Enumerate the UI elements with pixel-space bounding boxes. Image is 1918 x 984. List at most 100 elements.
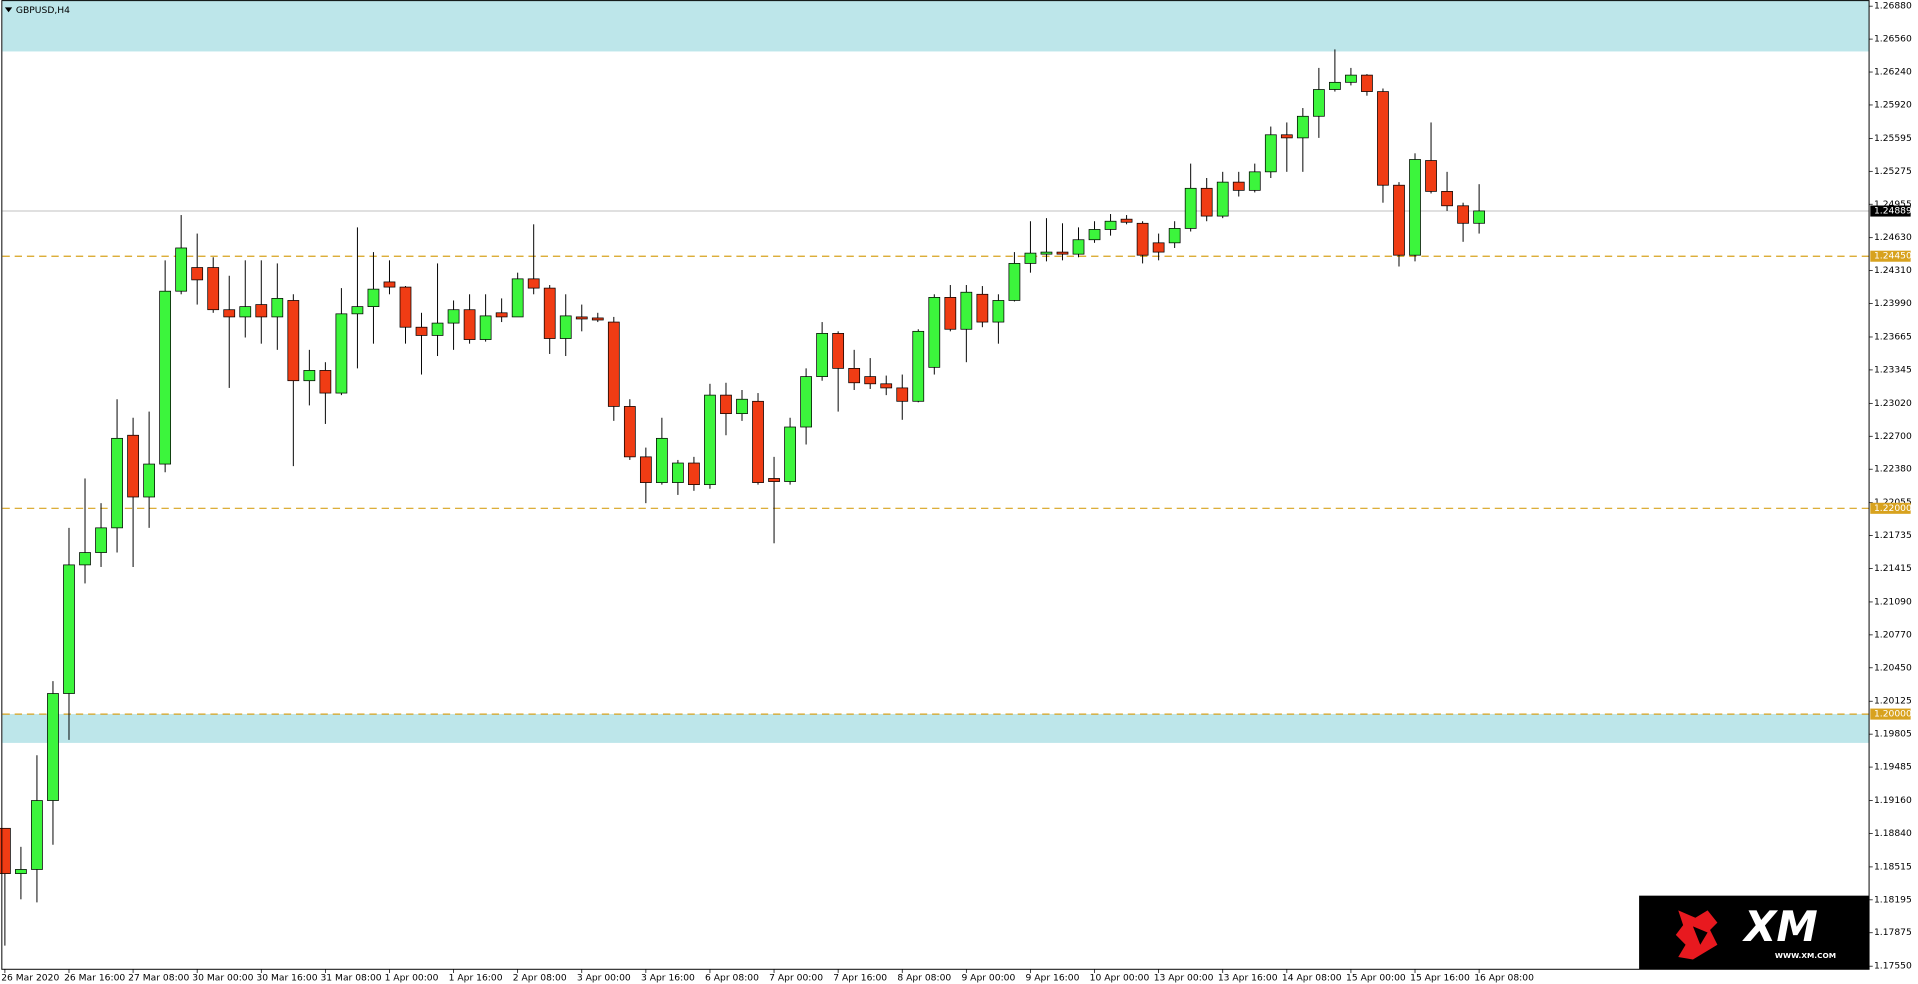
candle-body	[1425, 160, 1437, 192]
candle-body	[1200, 187, 1213, 217]
candle-body	[1248, 171, 1261, 191]
candle-body	[1136, 222, 1149, 256]
candle-body	[351, 306, 364, 315]
level-label-box	[1870, 708, 1911, 720]
x-tick-label: 26 Mar 2020	[1, 972, 59, 983]
y-tick-label: 1.20770	[1874, 629, 1912, 640]
y-tick-label: 1.24955	[1874, 199, 1912, 210]
logo-url: WWW.XM.COM	[1775, 951, 1836, 960]
candle-body	[31, 800, 43, 870]
candle-body	[1377, 91, 1389, 186]
level-label: 1.22000	[1874, 503, 1912, 514]
y-tick-label: 1.23020	[1874, 398, 1912, 409]
candle-body	[319, 370, 332, 394]
y-tick-label: 1.20125	[1874, 696, 1912, 707]
candle-body	[367, 288, 380, 307]
candle-body	[15, 869, 27, 874]
y-tick-label: 1.19160	[1874, 795, 1912, 806]
x-tick-label: 3 Apr 16:00	[641, 972, 695, 983]
level-label-box	[1870, 502, 1911, 514]
candle-body	[639, 456, 652, 483]
x-tick-label: 6 Apr 08:00	[705, 972, 759, 983]
candle-body	[335, 313, 348, 394]
candle-body	[1264, 134, 1277, 173]
y-tick-label: 1.18195	[1874, 894, 1912, 905]
logo-bull-mark	[1692, 926, 1708, 945]
logo: XM WWW.XM.COM	[1639, 895, 1870, 970]
candle-body	[575, 316, 588, 320]
candle-body	[1008, 263, 1021, 301]
x-tick-label: 3 Apr 00:00	[577, 972, 631, 983]
candle-body	[1296, 115, 1309, 139]
candle-body	[623, 406, 636, 458]
current-price-label: 1.24889	[1874, 206, 1912, 217]
y-tick-label: 1.19485	[1874, 762, 1912, 773]
y-tick-label: 1.19805	[1874, 729, 1912, 740]
candle-body	[832, 333, 845, 369]
candle-body	[559, 315, 572, 339]
y-tick-label: 1.23990	[1874, 298, 1912, 309]
candle-body	[207, 267, 220, 311]
candle-body	[1232, 181, 1245, 191]
candle-body	[688, 462, 700, 486]
candle-body	[543, 287, 556, 339]
y-tick-label: 1.17550	[1874, 961, 1912, 972]
candle-body	[447, 309, 460, 324]
y-tick-label: 1.26880	[1874, 1, 1912, 12]
levels	[2, 210, 1870, 715]
candle-body	[768, 478, 780, 482]
candle-body	[79, 552, 91, 566]
candle-body	[864, 376, 877, 385]
candle-body	[1024, 252, 1037, 264]
candle-body	[1152, 242, 1165, 253]
candle-body	[415, 326, 428, 336]
x-tick-label: 26 Mar 16:00	[64, 972, 125, 983]
candle-body	[463, 309, 476, 340]
level-label: 1.24450	[1874, 251, 1912, 262]
y-tick-label: 1.26240	[1874, 67, 1912, 78]
candle-body	[1345, 74, 1357, 83]
logo-box	[1639, 895, 1870, 970]
candle-body	[175, 247, 188, 292]
level-label: 1.20000	[1874, 709, 1912, 720]
candle-body	[928, 297, 941, 368]
x-tick-label: 13 Apr 00:00	[1154, 972, 1214, 983]
candle-body	[255, 304, 268, 318]
x-tick-label: 14 Apr 08:00	[1282, 972, 1342, 983]
candle-body	[752, 400, 764, 483]
x-tick-label: 15 Apr 16:00	[1410, 972, 1470, 983]
x-tick-label: 9 Apr 16:00	[1026, 972, 1080, 983]
y-tick-label: 1.25595	[1874, 133, 1912, 144]
candle-body	[1280, 134, 1293, 139]
candle-body	[607, 321, 620, 407]
candle-body	[47, 693, 59, 801]
zones	[2, 0, 1870, 743]
x-tick-label: 1 Apr 16:00	[449, 972, 503, 983]
x-tick-label: 15 Apr 00:00	[1346, 972, 1406, 983]
y-tick-label: 1.18515	[1874, 861, 1912, 872]
candle-body	[672, 462, 684, 483]
candle-body	[495, 312, 508, 318]
x-tick-label: 8 Apr 08:00	[897, 972, 951, 983]
x-tick-label: 31 Mar 08:00	[320, 972, 381, 983]
candle-body	[63, 564, 75, 694]
candle-body	[1168, 228, 1181, 244]
level-label-box	[1870, 250, 1911, 262]
candle-body	[1361, 74, 1373, 92]
candle-body	[511, 278, 524, 318]
candle-body	[591, 317, 604, 321]
candle-body	[239, 306, 252, 318]
candle-body	[1072, 239, 1085, 255]
y-tick-label: 1.24630	[1874, 232, 1912, 243]
candle-body	[527, 278, 540, 289]
candle-body	[111, 437, 123, 529]
candle-body	[816, 333, 828, 377]
candle-body	[896, 387, 909, 402]
candle-body	[1393, 184, 1405, 256]
x-tick-label: 7 Apr 16:00	[833, 972, 887, 983]
y-tick-label: 1.22380	[1874, 464, 1912, 475]
candle-body	[0, 827, 11, 874]
candle-body	[1441, 191, 1453, 207]
